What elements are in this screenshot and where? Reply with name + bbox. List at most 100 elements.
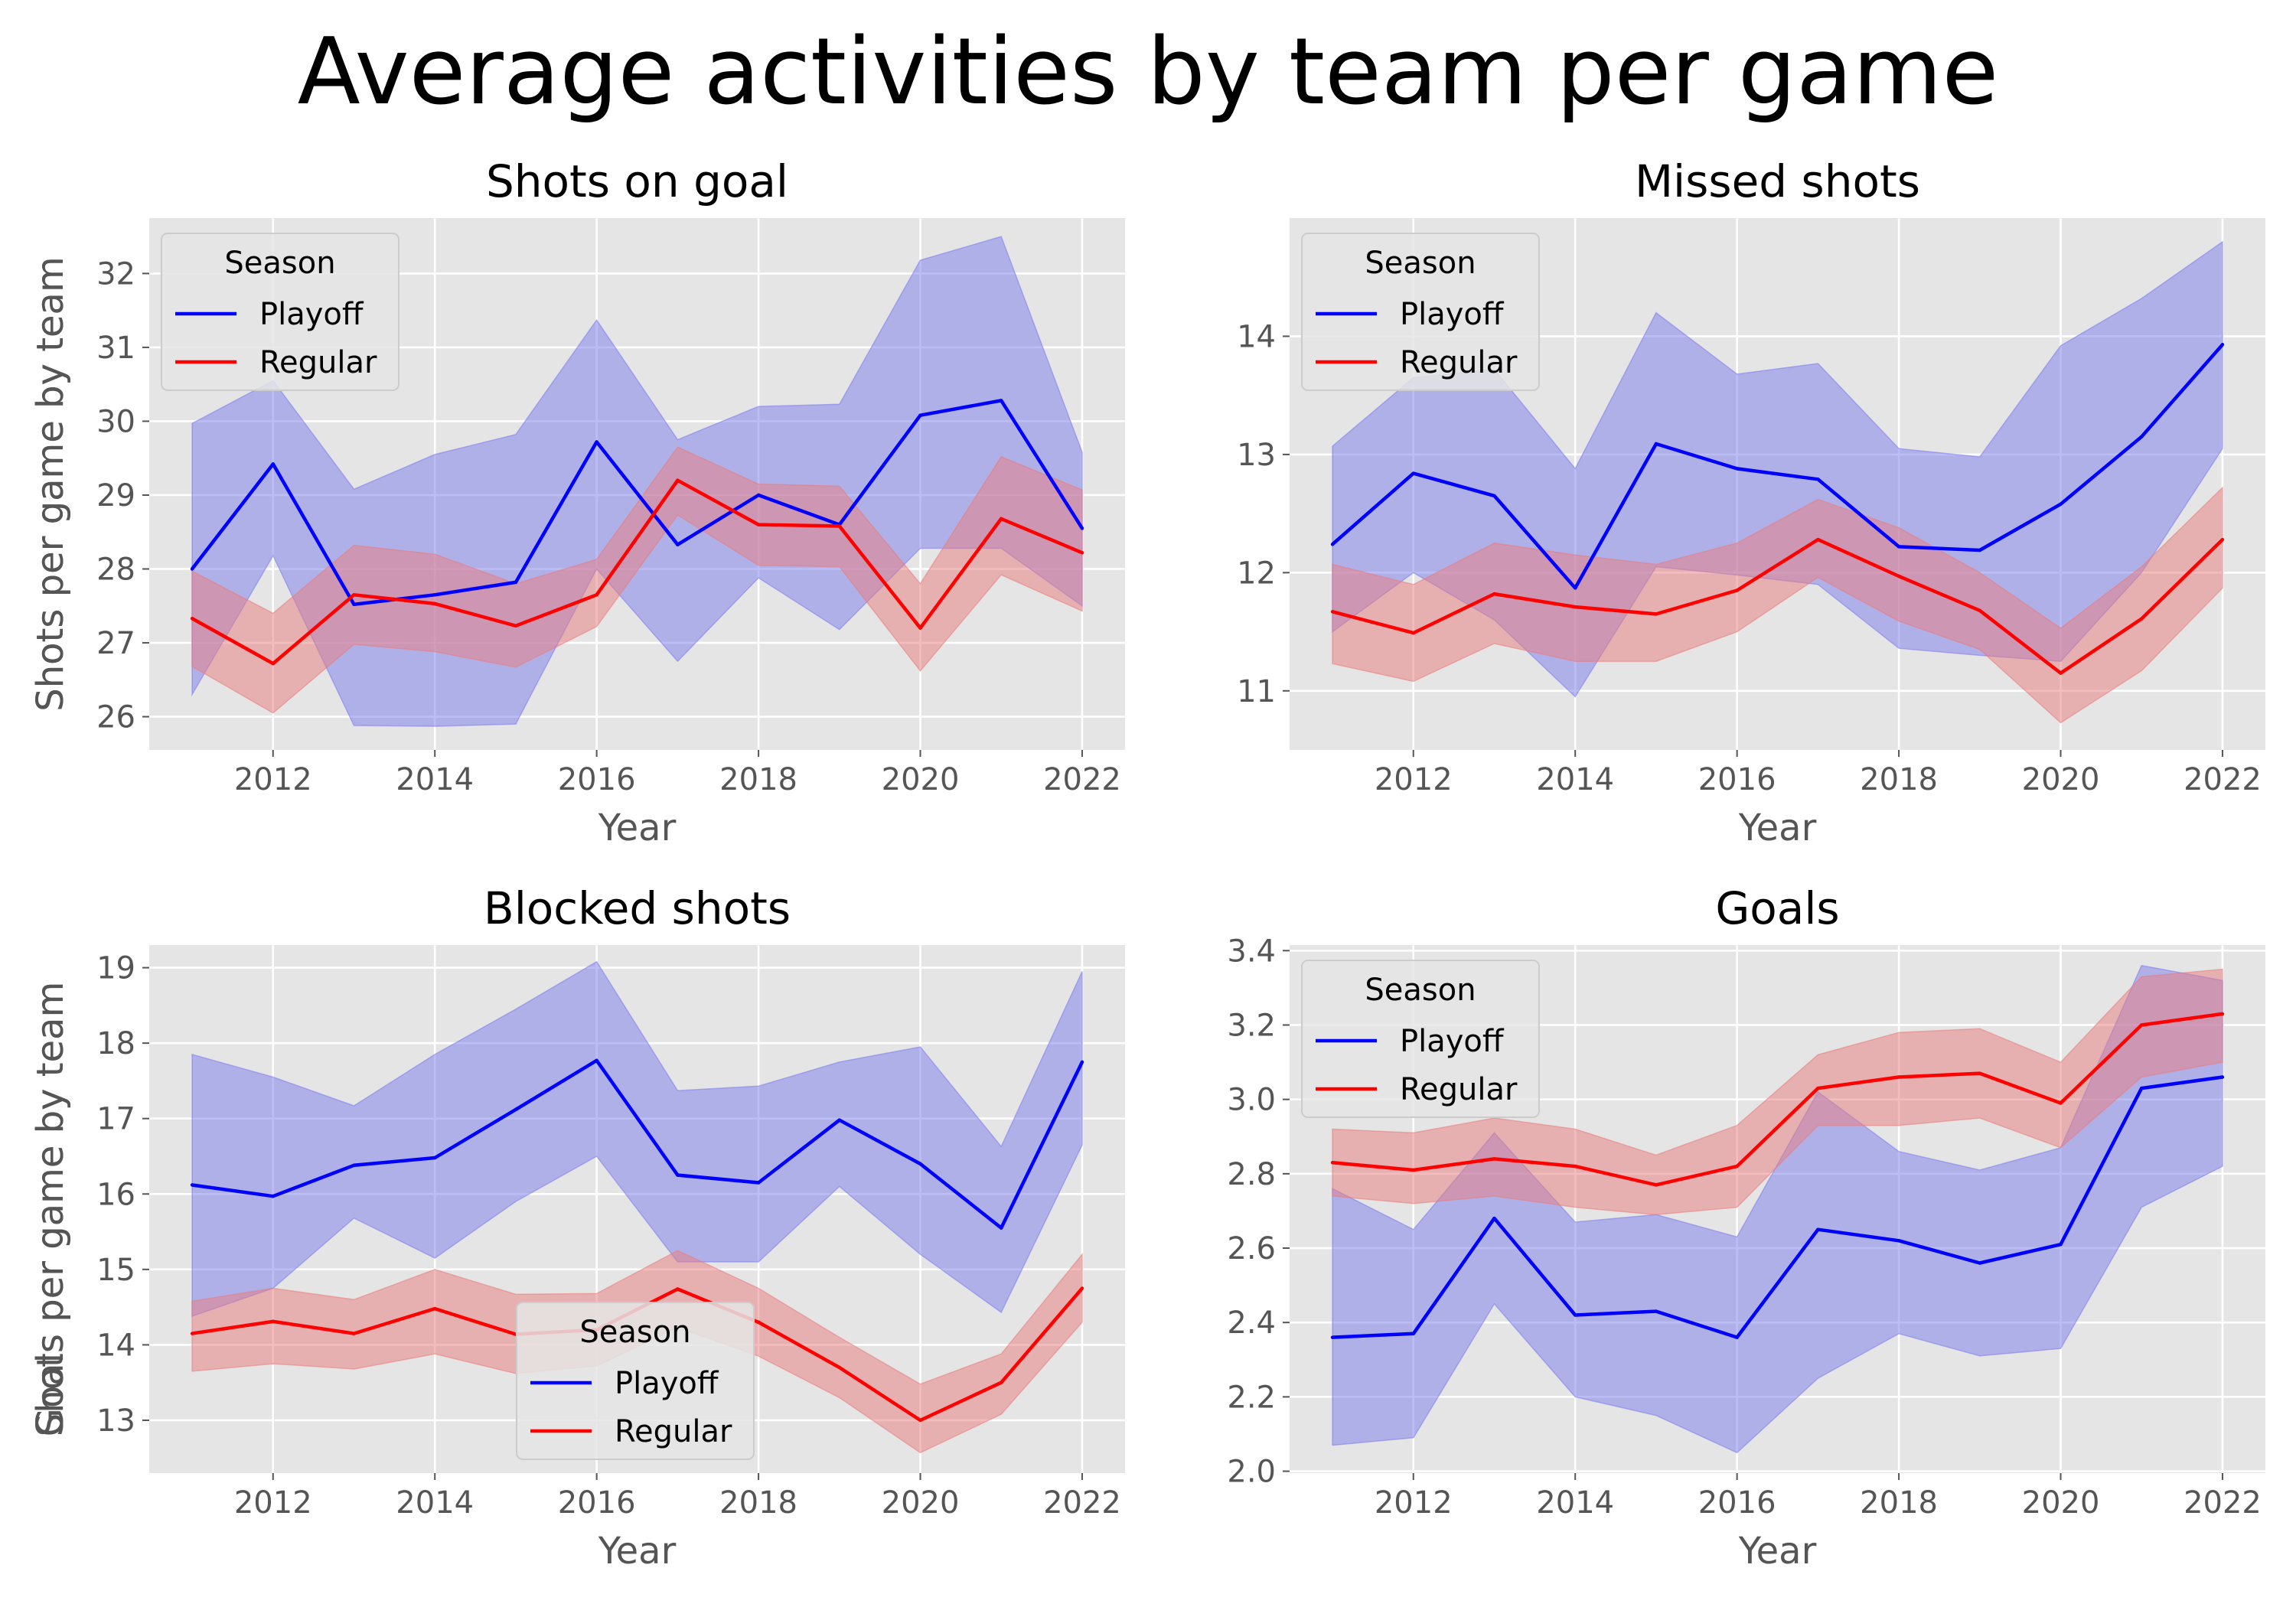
x-tick-label: 2022: [1043, 1485, 1121, 1521]
x-tick-label: 2014: [1536, 762, 1614, 797]
playoff-point: [2059, 502, 2063, 506]
y-tick-label: 2.4: [1227, 1305, 1276, 1341]
regular-point: [676, 478, 680, 482]
regular-point: [1735, 588, 1739, 592]
playoff-point: [1000, 1226, 1003, 1230]
legend-title: Season: [224, 246, 335, 281]
x-tick-label: 2012: [234, 762, 312, 797]
regular-point: [1080, 1286, 1084, 1290]
regular-point: [190, 1332, 194, 1335]
regular-point: [756, 1320, 761, 1325]
playoff-point: [271, 1195, 275, 1198]
playoff-point: [190, 567, 194, 571]
regular-point: [756, 523, 761, 526]
playoff-point: [2140, 435, 2144, 438]
playoff-series-line: [1331, 343, 2224, 590]
subplot-2: 2012 2014 2016 2018 2020 2022 11 12 13 14 Missed s…: [29, 155, 2265, 849]
playoff-point: [1411, 471, 1415, 475]
x-tick-label: 2012: [1375, 1485, 1453, 1521]
y-tick-label: 29: [96, 478, 135, 513]
y-tick-label: 19: [96, 951, 135, 986]
regular-point: [1573, 1164, 1577, 1169]
regular-point: [1492, 592, 1496, 596]
playoff-point: [1492, 494, 1496, 498]
playoff-point: [1735, 1335, 1739, 1339]
regular-point: [1896, 574, 1901, 579]
legend-box: [161, 233, 400, 391]
y-axis-label: Shots per game by team: [29, 256, 72, 711]
legend-label-regular: Regular: [259, 345, 377, 380]
y-tick-label: 2.8: [1227, 1157, 1276, 1192]
subplot-1: 2012 2014 2016 2018 2020 2022 26 27 28 29 30 31 32 Sh…: [29, 155, 1125, 849]
regular-point: [432, 601, 437, 606]
y-tick-label: 3.0: [1227, 1083, 1276, 1118]
subplot-title: Goals: [1715, 882, 1839, 934]
regular-point: [1816, 1086, 1820, 1090]
playoff-point: [676, 543, 680, 546]
x-tick-label: 2020: [2022, 762, 2100, 797]
playoff-point: [1080, 1060, 1084, 1064]
playoff-point: [676, 1173, 680, 1177]
legend-box: [1301, 233, 1540, 391]
playoff-point: [1080, 526, 1084, 530]
regular-point: [1573, 605, 1577, 609]
playoff-point: [1816, 478, 1820, 481]
regular-point: [1000, 517, 1003, 521]
y-tick-label: 2.6: [1227, 1231, 1276, 1266]
regular-point: [595, 593, 598, 597]
playoff-point: [595, 440, 598, 444]
x-axis-label: Year: [598, 1530, 677, 1573]
legend-label-regular: Regular: [615, 1414, 732, 1449]
y-tick-label: 3.4: [1227, 934, 1276, 969]
regular-point: [1816, 537, 1820, 542]
regular-point: [352, 1332, 356, 1335]
regular-point: [190, 616, 194, 621]
regular-point: [514, 624, 518, 628]
x-tick-label: 2016: [558, 1485, 636, 1521]
playoff-series-line: [1332, 1075, 2223, 1339]
playoff-point: [1330, 543, 1335, 546]
playoff-point: [2220, 343, 2225, 347]
y-tick-label: 2.2: [1227, 1380, 1276, 1415]
y-tick-label: 14: [96, 1328, 135, 1363]
y-tick-label: 17: [96, 1102, 135, 1137]
playoff-point: [1654, 442, 1658, 446]
legend-title: Season: [579, 1315, 690, 1350]
x-tick-label: 2016: [558, 762, 636, 797]
y-tick-label: 14: [1237, 319, 1276, 354]
y-axis-label: Shots per game by team: [29, 982, 72, 1436]
playoff-point: [1896, 545, 1901, 549]
y-tick-label: 2.0: [1227, 1455, 1276, 1490]
playoff-point: [1573, 1313, 1577, 1317]
y-tick-label: 12: [1237, 556, 1276, 591]
regular-point: [1330, 1161, 1335, 1165]
legend-title: Season: [1365, 246, 1476, 281]
legend-box: [1301, 960, 1540, 1118]
legend-label-playoff: Playoff: [1400, 1024, 1505, 1059]
playoff-point: [190, 1183, 194, 1187]
x-tick-label: 2020: [882, 762, 960, 797]
regular-point: [2220, 1012, 2225, 1016]
x-tick-label: 2022: [1043, 762, 1121, 797]
legend-label-playoff: Playoff: [615, 1366, 719, 1401]
playoff-point: [352, 602, 356, 607]
playoff-confidence-band: [191, 960, 1083, 1318]
x-tick-label: 2020: [2022, 1485, 2100, 1521]
regular-confidence-band: [1332, 968, 2223, 1216]
regular-point: [2059, 1101, 2063, 1105]
playoff-point: [1000, 399, 1003, 403]
legend-label-regular: Regular: [1400, 1072, 1518, 1107]
playoff-point: [514, 580, 518, 585]
x-tick-label: 2020: [882, 1485, 960, 1521]
regular-point: [352, 593, 356, 597]
regular-point: [2059, 671, 2063, 675]
regular-point: [1330, 610, 1335, 614]
regular-point: [2140, 617, 2144, 621]
y-tick-label: 13: [1237, 438, 1276, 473]
legend: Season Playoff Regular: [161, 233, 400, 391]
regular-point: [1978, 1071, 1982, 1075]
playoff-point: [1978, 1261, 1982, 1265]
regular-point: [918, 626, 922, 630]
regular-point: [1000, 1380, 1003, 1384]
